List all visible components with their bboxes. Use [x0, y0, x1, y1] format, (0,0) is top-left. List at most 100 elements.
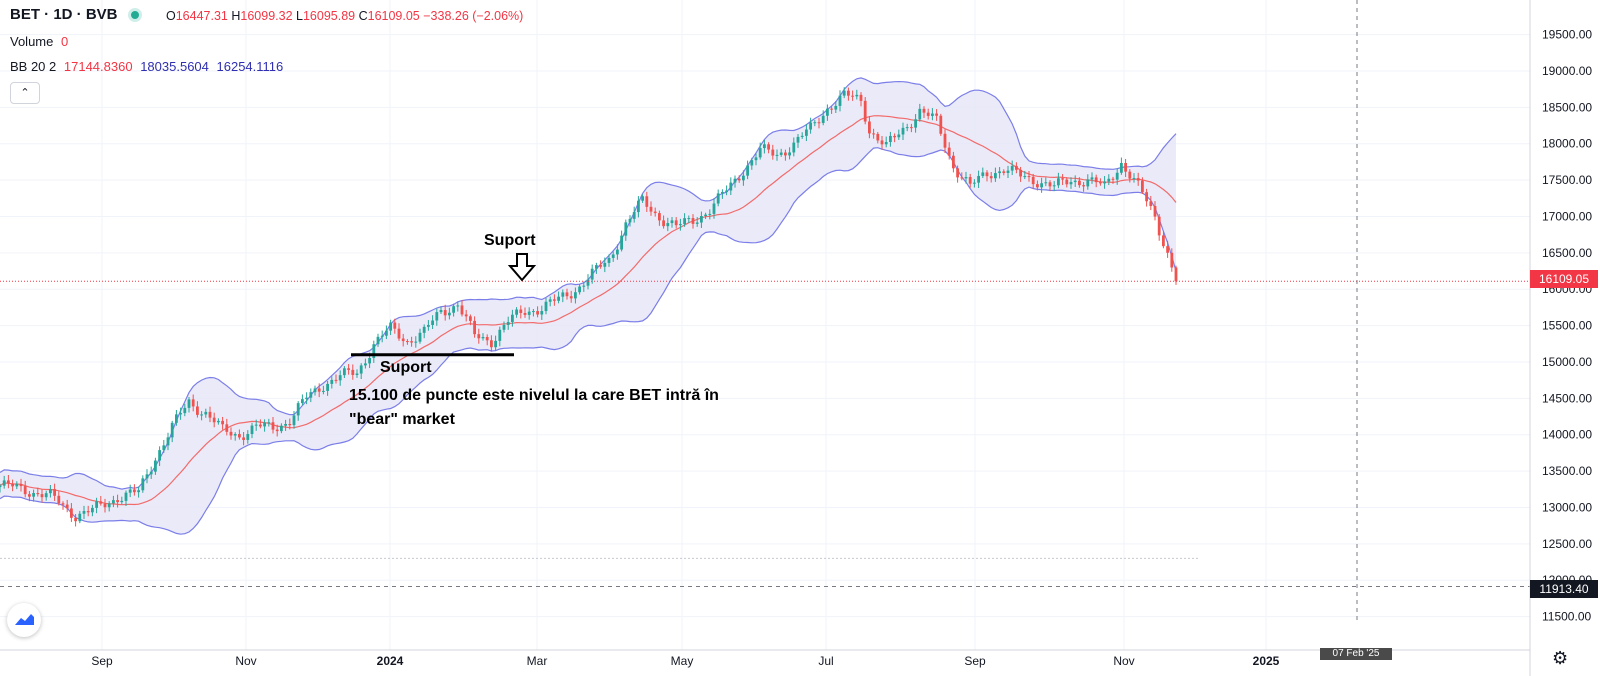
bb-upper-value: 18035.5604 — [140, 59, 209, 74]
candle-body — [338, 375, 342, 381]
candle-body — [708, 213, 712, 215]
candle-body — [511, 314, 514, 323]
candle-body — [19, 483, 23, 487]
candle-body — [1149, 201, 1153, 207]
price-tick-label: 11500.00 — [1542, 610, 1591, 624]
price-tick-label: 14000.00 — [1542, 428, 1592, 442]
candle-body — [145, 474, 149, 479]
candle-body — [851, 95, 854, 97]
candle-body — [1136, 178, 1140, 181]
candle-body — [973, 182, 976, 184]
candle-body — [847, 90, 850, 96]
candle-body — [401, 338, 405, 342]
bear-note-line1: 15.100 de puncte este nivelul la care BE… — [349, 387, 719, 404]
open-label: O — [166, 9, 176, 23]
candle-body — [758, 148, 762, 158]
candle-body — [15, 483, 19, 487]
candle-body — [427, 324, 430, 327]
candle-body — [880, 140, 884, 145]
candle-body — [506, 322, 510, 325]
candle-body — [1040, 183, 1043, 188]
time-tick-label: May — [671, 654, 694, 668]
time-tick-label: Nov — [235, 654, 256, 668]
support-label-bottom: Suport — [380, 359, 432, 376]
candle-body — [956, 168, 959, 178]
candle-body — [519, 309, 523, 314]
candle-body — [351, 369, 355, 375]
bb-basis-value: 17144.8360 — [63, 59, 133, 74]
candle-body — [590, 268, 594, 280]
candle-body — [103, 503, 107, 508]
symbol-label[interactable]: BET · 1D · BVB — [10, 6, 142, 23]
candle-body — [359, 365, 363, 374]
price-tick-label: 12500.00 — [1542, 537, 1592, 551]
candle-body — [721, 191, 724, 194]
candle-body — [305, 397, 308, 400]
candle-body — [586, 279, 590, 286]
bb-legend[interactable]: BB 20 2 17144.8360 18035.5604 16254.1116 — [10, 59, 287, 74]
candle-body — [53, 489, 56, 496]
gear-icon[interactable]: ⚙ — [1552, 648, 1569, 668]
candle-body — [70, 508, 73, 518]
candle-body — [868, 121, 871, 134]
candle-body — [414, 341, 418, 343]
candle-body — [456, 305, 460, 307]
time-tick-label: Sep — [91, 654, 113, 668]
price-tick-label: 16500.00 — [1542, 246, 1592, 260]
candle-body — [410, 341, 413, 343]
candle-body — [448, 312, 451, 316]
candle-body — [124, 492, 128, 501]
candle-body — [830, 108, 833, 110]
candle-body — [498, 329, 502, 341]
candle-body — [418, 332, 422, 342]
candle-body — [1124, 162, 1127, 172]
candle-body — [985, 172, 989, 177]
collapse-legend-button[interactable]: ⌃ — [10, 82, 40, 104]
candle-body — [637, 200, 640, 213]
candle-body — [632, 212, 636, 219]
change-value: −338.26 (−2.06%) — [423, 9, 524, 23]
candle-body — [670, 220, 674, 224]
candle-body — [800, 135, 804, 137]
candle-body — [910, 127, 913, 129]
candle-body — [175, 414, 178, 423]
candle-body — [989, 176, 993, 179]
candle-body — [582, 285, 586, 287]
candle-body — [275, 429, 279, 432]
candle-body — [679, 224, 682, 226]
candle-body — [599, 265, 602, 267]
candle-body — [212, 417, 216, 423]
candle-body — [1002, 171, 1006, 173]
candle-body — [11, 483, 14, 487]
candle-body — [191, 399, 195, 407]
candle-body — [855, 94, 859, 97]
candle-body — [884, 142, 888, 145]
candle-body — [1086, 179, 1090, 187]
candle-body — [452, 306, 455, 313]
crosshair-price-tag: 11913.40 — [1530, 580, 1598, 598]
candle-body — [301, 399, 304, 404]
candle-body — [641, 196, 644, 201]
chevron-up-icon: ⌃ — [20, 87, 30, 99]
candle-body — [952, 155, 955, 169]
candle-body — [36, 493, 40, 495]
candle-body — [95, 501, 98, 508]
candle-body — [771, 149, 775, 156]
candle-body — [725, 190, 728, 192]
candle-body — [754, 157, 758, 161]
volume-legend[interactable]: Volume 0 — [10, 34, 72, 49]
candle-body — [133, 489, 136, 493]
candle-body — [784, 152, 787, 156]
candle-body — [439, 310, 443, 313]
bb-lower-line — [0, 147, 1177, 535]
candle-body — [233, 434, 237, 436]
candle-body — [763, 144, 766, 149]
price-tick-label: 15500.00 — [1542, 319, 1592, 333]
price-tick-label: 19500.00 — [1542, 28, 1592, 42]
candle-body — [1078, 180, 1081, 186]
tradingview-logo-button[interactable] — [7, 603, 41, 637]
candle-body — [481, 337, 485, 339]
candle-body — [183, 407, 187, 414]
candle-body — [162, 445, 166, 451]
